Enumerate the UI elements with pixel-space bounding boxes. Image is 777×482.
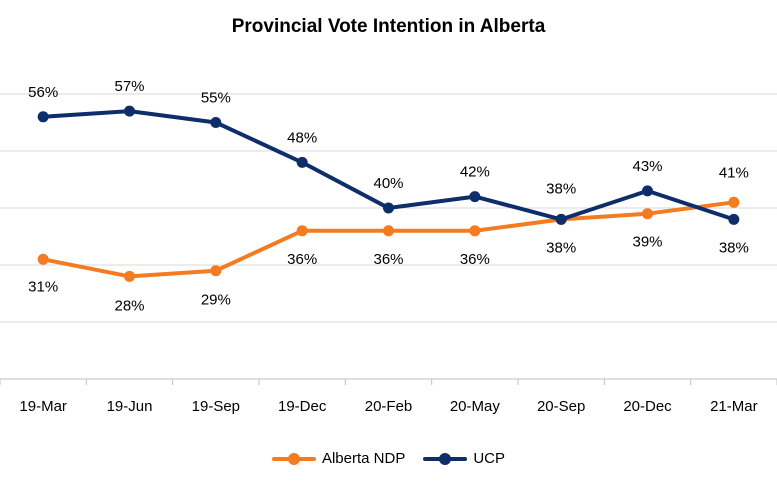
data-label-ucp: 56% [28,84,58,101]
x-tick-label: 19-Sep [192,398,240,415]
x-tick-label: 19-Jun [107,398,153,415]
data-label-ndp: 39% [632,234,662,251]
data-label-ucp: 55% [201,90,231,107]
chart-title: Provincial Vote Intention in Alberta [231,16,546,37]
data-point-ucp [37,111,49,123]
legend-swatch-ucp [423,452,468,466]
legend-label-ndp: Alberta NDP [321,450,406,467]
legend: Alberta NDP UCP [0,450,777,467]
data-label-ndp: 41% [719,164,749,181]
data-label-ucp: 43% [632,158,662,175]
data-label-ucp: 57% [114,78,144,95]
data-point-ucp [555,213,567,225]
data-point-ndp [383,225,394,237]
x-tick-label: 20-May [450,398,501,415]
data-label-ucp: 42% [460,164,490,181]
legend-swatch-ndp [271,452,316,466]
data-point-ucp [469,191,481,203]
data-label-ucp: 40% [373,175,403,192]
data-label-ndp: 31% [28,278,58,295]
legend-item-ndp: Alberta NDP [271,450,406,467]
data-label-ndp: 28% [114,297,144,314]
data-point-ndp [124,270,135,282]
data-label-ucp: 38% [719,239,749,256]
data-label-ucp: 38% [546,239,576,256]
data-point-ucp [642,185,653,197]
x-tick-label: 19-Mar [19,398,67,415]
legend-item-ucp: UCP [423,450,505,467]
x-tick-label: 20-Dec [623,398,672,415]
data-point-ucp [210,117,222,128]
data-point-ndp [642,208,653,220]
x-tick-label: 21-Mar [710,398,758,415]
data-point-ucp [124,105,135,117]
data-point-ndp [37,253,49,265]
data-label-ndp: 38% [546,180,576,197]
data-label-ndp: 36% [460,251,490,268]
data-point-ucp [296,156,308,168]
data-point-ndp [296,225,308,237]
legend-label-ucp: UCP [473,450,506,467]
data-point-ndp [210,265,222,277]
x-tick-label: 20-Feb [365,398,413,415]
data-label-ucp: 48% [287,129,317,146]
data-point-ndp [469,225,481,237]
data-label-ndp: 36% [287,251,317,268]
data-point-ndp [728,196,740,208]
data-label-ndp: 36% [373,251,403,268]
data-point-ucp [728,213,740,225]
x-tick-label: 19-Dec [278,398,327,415]
data-point-ucp [383,202,394,214]
data-label-ndp: 29% [201,292,231,309]
x-tick-label: 20-Sep [537,398,585,415]
